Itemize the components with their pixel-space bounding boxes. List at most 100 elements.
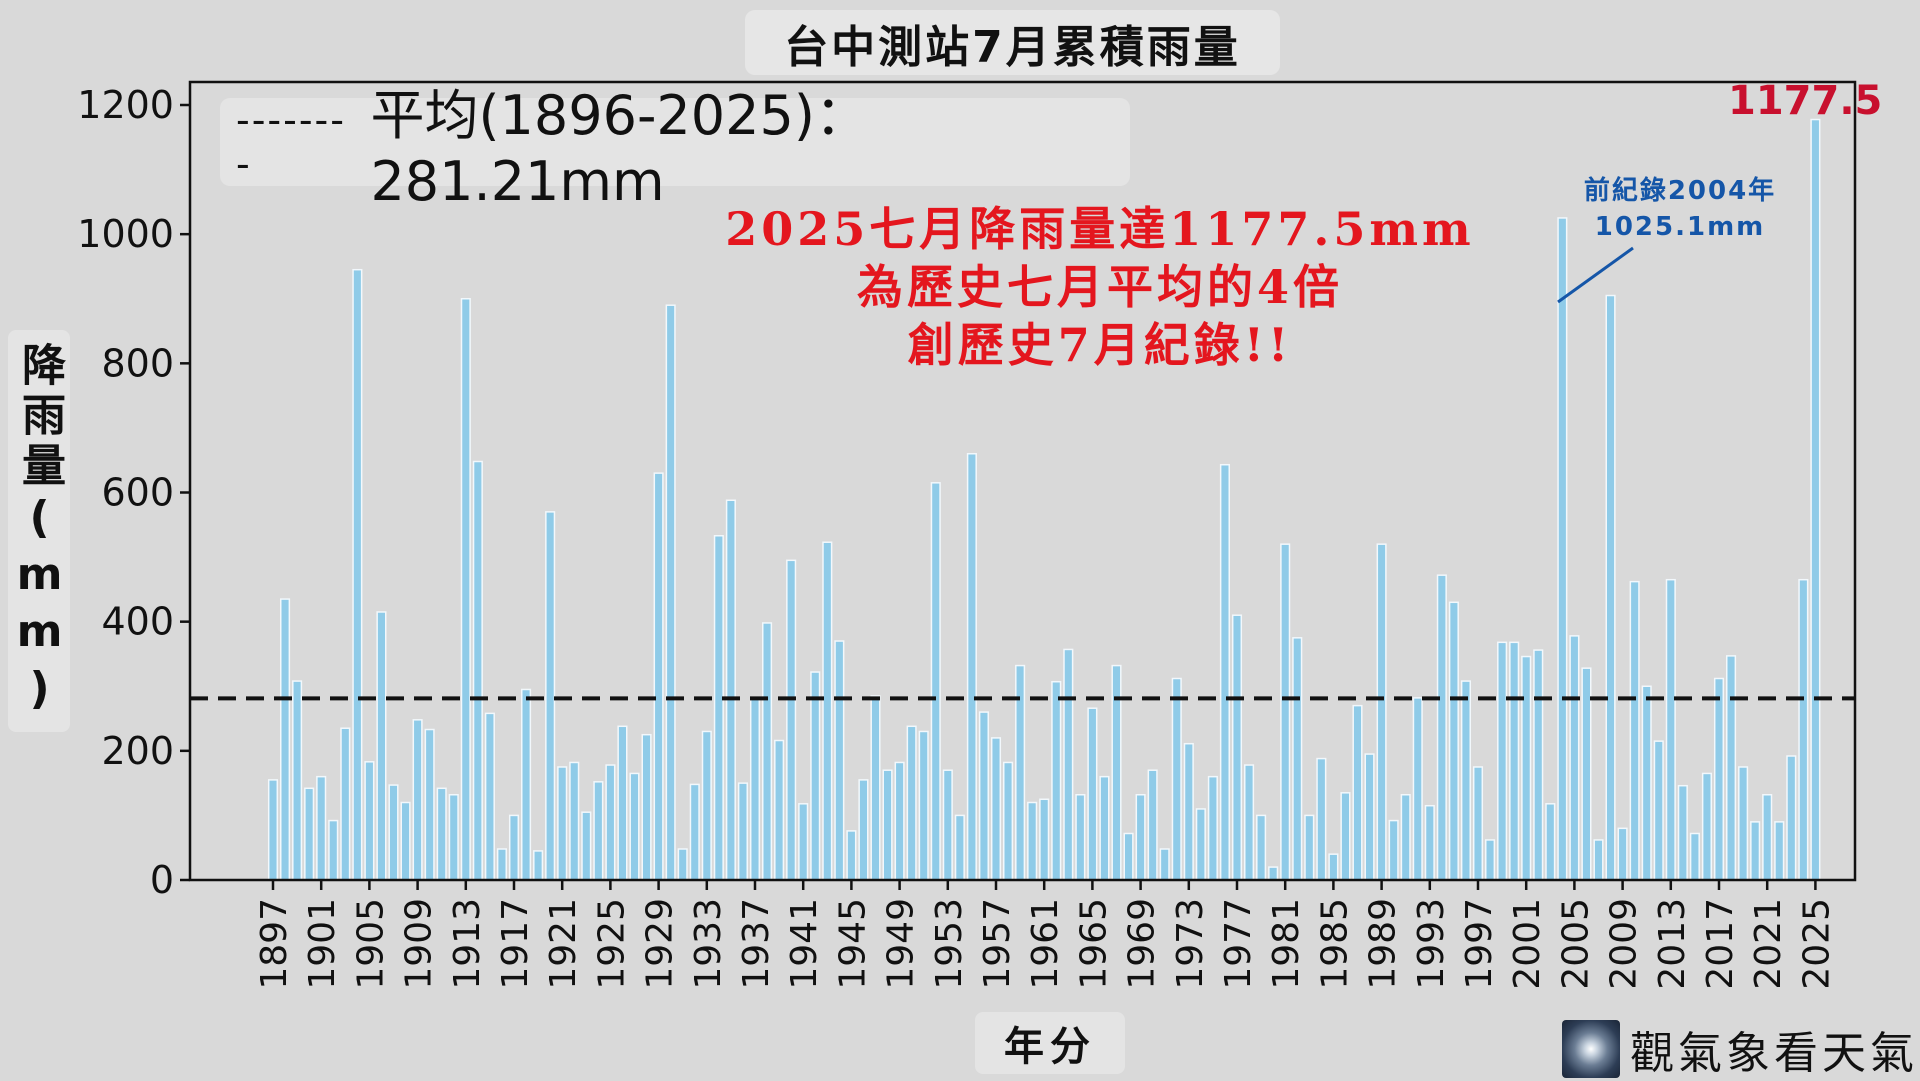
x-tick-label: 1929: [640, 898, 681, 990]
bar-1969: [1135, 794, 1146, 881]
bar-1902: [328, 819, 339, 881]
y-tick-label: 800: [101, 341, 174, 385]
bar-2018: [1726, 655, 1737, 881]
bar-1932: [689, 783, 700, 881]
bar-1975: [1207, 775, 1218, 881]
x-tick-label: 1997: [1459, 898, 1500, 990]
bar-1974: [1195, 808, 1206, 881]
logo-text: 觀氣象看天氣: [1630, 1028, 1918, 1079]
prev-record-pointer: [1557, 246, 1634, 304]
bar-2014: [1677, 784, 1688, 881]
x-tick-label: 2025: [1796, 898, 1837, 990]
bar-1900: [304, 787, 315, 881]
prev-record-line-1: 前紀錄2004年: [1583, 176, 1777, 206]
bar-1998: [1485, 839, 1496, 881]
y-tick-label: 400: [101, 600, 174, 644]
bar-1946: [858, 779, 869, 881]
bar-1944: [834, 640, 845, 881]
bar-1980: [1268, 866, 1279, 881]
bar-1911: [436, 787, 447, 881]
bar-1924: [593, 781, 604, 881]
bar-2024: [1798, 578, 1809, 881]
bars-layer: [267, 118, 1821, 881]
bar-1929: [653, 472, 664, 881]
bar-1905: [364, 761, 375, 881]
annotation-line-3: 創歷史7月紀錄!!: [907, 318, 1293, 372]
bar-2001: [1521, 655, 1532, 881]
bar-1963: [1063, 648, 1074, 881]
record-annotation: 2025七月降雨量達1177.5mm 為歷史七月平均的4倍 創歷史7月紀錄!!: [620, 200, 1580, 374]
bar-1928: [641, 733, 652, 881]
bar-1945: [846, 830, 857, 881]
bar-1948: [882, 769, 893, 881]
x-tick-label: 1961: [1025, 898, 1066, 990]
bar-2019: [1738, 766, 1749, 881]
bar-1964: [1075, 794, 1086, 881]
bar-1927: [629, 772, 640, 881]
x-axis-title: 年分: [975, 1012, 1125, 1074]
bar-1952: [930, 482, 941, 881]
y-tick-label: 200: [101, 729, 174, 773]
x-tick-label: 1945: [832, 898, 873, 990]
bar-1981: [1280, 543, 1291, 881]
x-tick-label: 1949: [881, 898, 922, 990]
bar-1904: [352, 268, 363, 881]
bar-1943: [822, 541, 833, 881]
bar-1983: [1304, 814, 1315, 881]
x-tick-label: 1977: [1218, 898, 1259, 990]
bar-1921: [557, 766, 568, 881]
x-tick-label: 2021: [1748, 898, 1789, 990]
x-tick-label: 1981: [1266, 898, 1307, 990]
bar-2013: [1665, 578, 1676, 881]
chart-title: 台中測站7月累積雨量: [745, 10, 1280, 75]
bar-1934: [713, 535, 724, 881]
bar-1939: [774, 739, 785, 881]
bar-1960: [1027, 801, 1038, 881]
bar-2002: [1533, 649, 1544, 881]
x-tick-label: 1921: [543, 898, 584, 990]
bar-2017: [1713, 677, 1725, 881]
x-tick-label: 1901: [302, 898, 343, 990]
bar-2010: [1629, 580, 1640, 881]
bar-1985: [1328, 853, 1339, 881]
bar-1970: [1147, 769, 1158, 881]
bar-2015: [1689, 832, 1700, 881]
x-tick-label: 1909: [399, 898, 440, 990]
bar-1917: [508, 814, 520, 881]
bar-2012: [1653, 740, 1664, 881]
x-tick-label: 1905: [350, 898, 391, 990]
bar-2005: [1569, 635, 1580, 881]
bar-1910: [424, 728, 435, 881]
x-tick-label: 1969: [1122, 898, 1163, 990]
bar-1937: [749, 698, 761, 881]
bar-1898: [280, 598, 291, 881]
x-tick-label: 1993: [1411, 898, 1452, 990]
bar-1908: [400, 801, 411, 881]
prev-record-line-2: 1025.1mm: [1594, 212, 1766, 242]
y-tick-label: 600: [101, 471, 174, 515]
bar-1914: [472, 460, 483, 881]
x-tick-label: 1913: [447, 898, 488, 990]
bar-1906: [376, 611, 387, 881]
bar-1907: [388, 784, 399, 881]
average-legend-label: 平均(1896-2025)：281.21mm: [370, 84, 869, 213]
bar-1973: [1183, 742, 1194, 881]
annotation-line-1: 2025七月降雨量達1177.5mm: [725, 202, 1475, 256]
bar-1935: [725, 499, 736, 881]
bar-1978: [1244, 764, 1255, 881]
bar-1930: [665, 304, 676, 881]
y-axis-title: 降雨量(mm): [8, 330, 70, 732]
bar-1926: [617, 725, 628, 881]
bar-1986: [1340, 792, 1351, 881]
y-tick-label: 1000: [77, 212, 174, 256]
x-tick-label: 2013: [1652, 898, 1693, 990]
bar-1991: [1400, 794, 1411, 881]
watermark-logo: 觀氣象看天氣: [1562, 1018, 1920, 1080]
bar-1976: [1219, 463, 1231, 881]
bar-1920: [545, 511, 556, 881]
x-tick-label: 1917: [495, 898, 536, 990]
bar-1909: [412, 719, 423, 881]
bar-1897: [267, 779, 279, 881]
bar-2003: [1545, 803, 1556, 881]
